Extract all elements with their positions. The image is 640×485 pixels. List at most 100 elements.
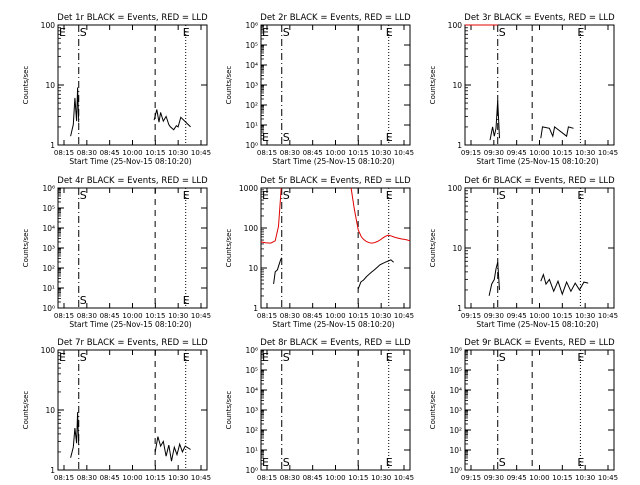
x-tick-label: 08:30 [77, 474, 97, 480]
y-tick-label: 10⁵ [449, 366, 462, 375]
panel-det-8: Det 8r BLACK = Events, RED = LLD 10⁰ 10¹ 10… [225, 338, 414, 485]
x-tick-label: 08:45 [100, 149, 120, 157]
edge-marker-label: E [262, 456, 269, 469]
end-marker-label: E [183, 351, 190, 364]
y-tick-label: 10³ [449, 406, 462, 415]
x-tick-label: 08:15 [257, 474, 277, 480]
end-marker-label: E [386, 456, 393, 469]
y-tick-label: 10⁶ [449, 346, 462, 355]
start-marker-label: S [283, 26, 290, 39]
y-tick-label: 10⁰ [245, 141, 258, 150]
plot-frame [464, 24, 615, 146]
start-marker-label: S [283, 456, 290, 469]
x-tick-label: 10:00 [529, 312, 549, 320]
y-tick-label: 10³ [42, 244, 55, 253]
x-axis-label: Start Time (25-Nov-15 08:10:20) [272, 157, 394, 166]
x-axis-label: Start Time (25-Nov-15 08:10:20) [69, 320, 191, 329]
x-tick-label: 10:00 [122, 474, 142, 480]
start-marker-label: S [499, 26, 506, 39]
y-tick-label: 10⁵ [245, 41, 258, 50]
x-tick-label: 09:15 [461, 149, 481, 157]
plot-frame [260, 187, 411, 309]
x-tick-label: 08:45 [303, 474, 323, 480]
edge-marker-label: E [262, 26, 269, 39]
chart-title: Det 9r BLACK = Events, RED = LLD [464, 338, 615, 348]
y-tick-label: 10⁴ [245, 386, 258, 395]
y-tick-label: 10⁰ [449, 466, 462, 475]
x-tick-label: 08:30 [280, 312, 300, 320]
x-tick-label: 10:45 [191, 474, 211, 480]
x-tick-label: 10:45 [191, 312, 211, 320]
y-tick-label: 10⁶ [245, 346, 258, 355]
y-tick-label: 10¹ [245, 121, 258, 130]
series-black-segment-2 [540, 273, 589, 296]
x-tick-label: 10:15 [348, 312, 368, 320]
end-marker-label: E [577, 189, 584, 202]
end-marker-label: E [386, 351, 393, 364]
x-tick-label: 10:00 [529, 149, 549, 157]
x-axis-label: Start Time (25-Nov-15 08:10:20) [272, 320, 394, 329]
y-tick-label: 100 [448, 21, 463, 30]
start-marker-label: S [80, 351, 87, 364]
y-tick-label: 1 [457, 141, 462, 150]
x-tick-label: 10:00 [122, 312, 142, 320]
chart-title: Det 6r BLACK = Events, RED = LLD [464, 176, 615, 186]
x-tick-label: 10:30 [575, 312, 595, 320]
y-tick-label: 1 [50, 141, 55, 150]
x-tick-label: 10:00 [325, 149, 345, 157]
start-marker-label: S [283, 189, 290, 202]
end-marker-label: E [577, 26, 584, 39]
chart-title: Det 1r BLACK = Events, RED = LLD [57, 13, 208, 23]
y-tick-label: 10¹ [449, 446, 462, 455]
y-tick-label: 10⁵ [245, 366, 258, 375]
x-tick-label: 09:45 [507, 312, 527, 320]
x-tick-label: 10:00 [325, 474, 345, 480]
x-tick-label: 09:15 [461, 474, 481, 480]
y-tick-label: 10⁶ [245, 21, 258, 30]
x-tick-label: 10:45 [394, 474, 414, 480]
y-tick-label: 10² [449, 426, 462, 435]
end-marker-label: E [183, 189, 190, 202]
series-black-segment-2 [357, 259, 394, 290]
end-marker-label: E [386, 131, 393, 144]
x-tick-label: 10:45 [598, 312, 618, 320]
x-tick-label: 10:15 [348, 474, 368, 480]
plot-frame [260, 24, 411, 146]
plot-frame [57, 187, 208, 309]
y-tick-label: 10¹ [245, 446, 258, 455]
x-tick-label: 10:15 [552, 312, 572, 320]
chart-title: Det 2r BLACK = Events, RED = LLD [260, 13, 411, 23]
chart-title: Det 8r BLACK = Events, RED = LLD [260, 338, 411, 348]
x-tick-label: 09:30 [484, 474, 504, 480]
x-tick-label: 10:15 [145, 312, 165, 320]
y-tick-label: 10⁰ [245, 466, 258, 475]
start-marker-label: S [80, 26, 87, 39]
start-marker-label: S [283, 351, 290, 364]
plot-frame [260, 349, 411, 471]
y-axis-label: Counts/sec [22, 229, 30, 268]
x-tick-label: 08:15 [257, 312, 277, 320]
x-tick-label: 10:00 [122, 149, 142, 157]
x-tick-label: 08:30 [77, 312, 97, 320]
y-tick-label: 1000 [239, 184, 258, 193]
end-marker-label: E [386, 26, 393, 39]
panel-det-6: Det 6r BLACK = Events, RED = LLD 1 10 100 Co… [429, 176, 618, 329]
x-tick-label: 08:30 [280, 474, 300, 480]
series-black-segment-2 [153, 109, 191, 131]
y-tick-label: 10² [245, 101, 258, 110]
x-tick-label: 10:30 [371, 312, 391, 320]
end-marker-label: E [386, 189, 393, 202]
y-axis-label: Counts/sec [225, 229, 233, 268]
plot-frame [57, 24, 208, 146]
x-tick-label: 10:30 [168, 149, 188, 157]
x-tick-label: 09:30 [484, 149, 504, 157]
y-tick-label: 10¹ [42, 284, 55, 293]
x-tick-label: 09:45 [507, 149, 527, 157]
plot-frame [464, 349, 615, 471]
y-axis-label: Counts/sec [225, 391, 233, 430]
x-tick-label: 08:30 [280, 149, 300, 157]
x-tick-label: 08:15 [257, 149, 277, 157]
y-tick-label: 10⁴ [449, 386, 462, 395]
